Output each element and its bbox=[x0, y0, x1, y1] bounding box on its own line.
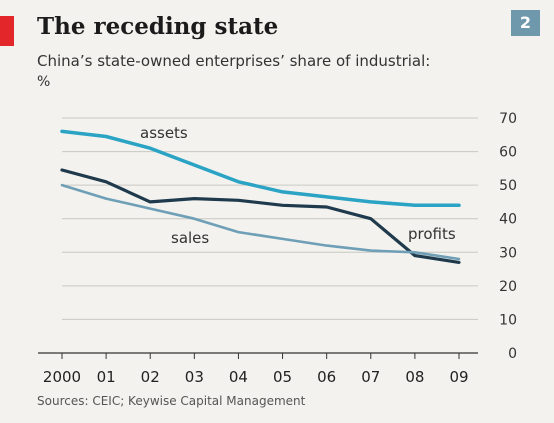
series-label-assets: assets bbox=[140, 124, 188, 142]
y-tick-label: 50 bbox=[499, 178, 517, 194]
source-note: Sources: CEIC; Keywise Capital Managemen… bbox=[37, 394, 306, 408]
chart-title: The receding state bbox=[37, 13, 279, 40]
y-tick-label: 30 bbox=[499, 245, 517, 261]
y-tick-label: 10 bbox=[499, 312, 517, 328]
series-label-profits: profits bbox=[408, 225, 456, 243]
y-tick-label: 40 bbox=[499, 212, 517, 228]
x-tick-label: 04 bbox=[229, 368, 248, 386]
x-tick-label: 02 bbox=[141, 368, 160, 386]
series-line-assets bbox=[60, 129, 461, 208]
x-tick-label: 07 bbox=[361, 368, 380, 386]
x-tick-label: 03 bbox=[185, 368, 204, 386]
y-tick-label: 60 bbox=[499, 145, 517, 161]
x-tick-label: 2000 bbox=[43, 368, 81, 386]
x-tick-label: 06 bbox=[317, 368, 336, 386]
x-tick-label: 05 bbox=[273, 368, 292, 386]
series-label-sales: sales bbox=[171, 229, 209, 247]
y-tick-label: 0 bbox=[508, 346, 517, 362]
chart-number-badge: 2 bbox=[511, 10, 540, 36]
y-tick-label: 70 bbox=[499, 111, 517, 127]
accent-tab bbox=[0, 16, 14, 46]
x-tick-label: 09 bbox=[449, 368, 468, 386]
x-tick-label: 08 bbox=[405, 368, 424, 386]
series-line-sales bbox=[60, 183, 461, 261]
y-tick-label: 20 bbox=[499, 279, 517, 295]
x-tick-label: 01 bbox=[97, 368, 116, 386]
unit-label: % bbox=[37, 74, 51, 90]
chart-subtitle: China’s state-owned enterprises’ share o… bbox=[37, 52, 431, 70]
series-line-profits bbox=[60, 168, 461, 264]
